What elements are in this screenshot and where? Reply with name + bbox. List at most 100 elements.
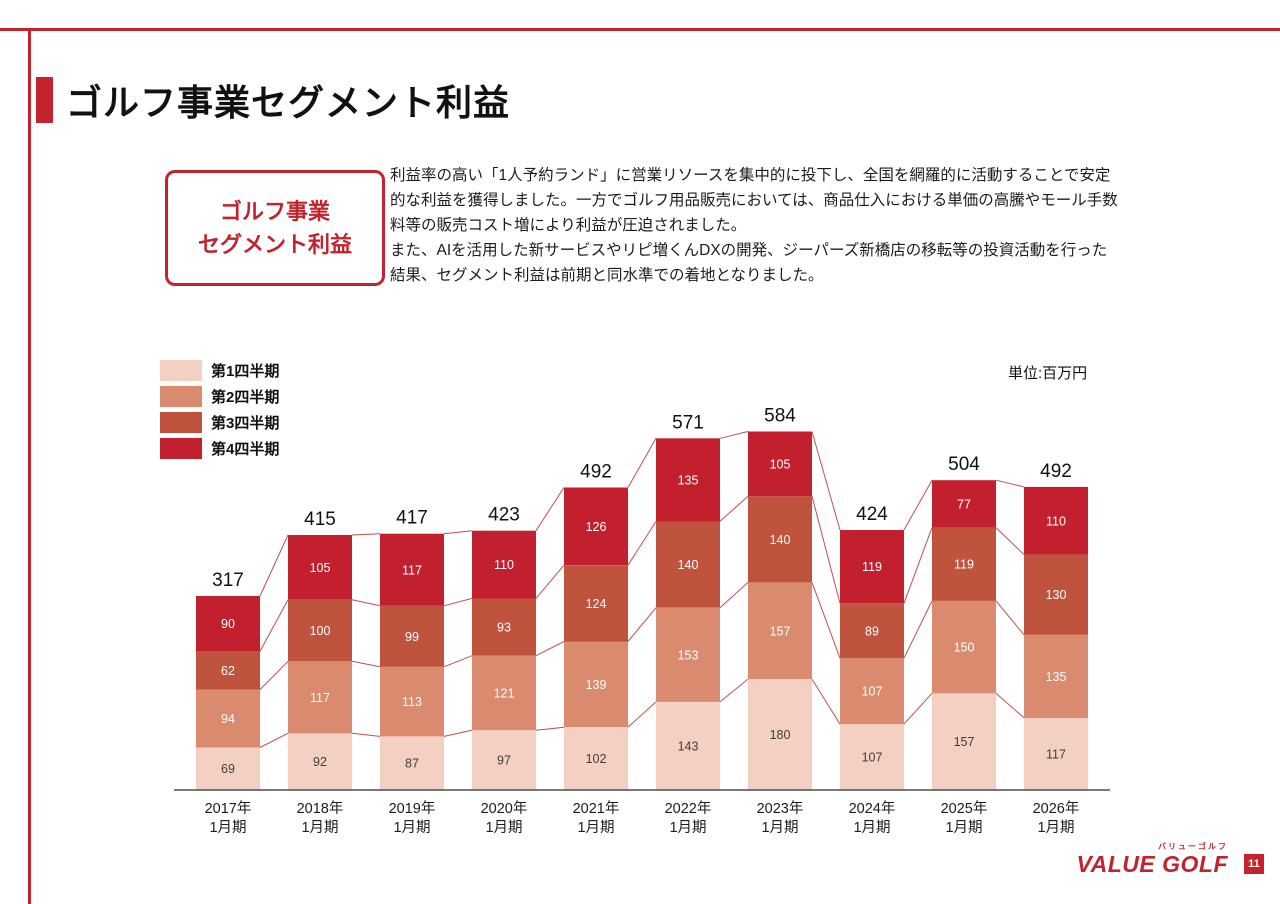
connector-line — [443, 597, 473, 607]
total-label: 504 — [948, 454, 980, 475]
segment-value-label: 105 — [310, 561, 331, 575]
total-label: 417 — [396, 508, 428, 529]
total-label: 424 — [856, 504, 888, 525]
bar-segment — [564, 565, 628, 642]
connector-line — [535, 726, 565, 731]
bar-segment — [840, 530, 904, 604]
bar-segment — [932, 480, 996, 528]
connector-line — [903, 692, 933, 725]
x-axis-label: 1月期 — [669, 819, 706, 836]
bar-segment — [472, 598, 536, 656]
segment-value-label: 94 — [221, 712, 235, 726]
segment-value-label: 97 — [497, 754, 511, 768]
legend-swatch — [160, 360, 202, 381]
bar-segment — [196, 651, 260, 690]
segment-value-label: 153 — [678, 648, 699, 662]
segment-value-label: 92 — [313, 755, 327, 769]
segment-value-label: 110 — [494, 558, 514, 572]
bar-segment — [380, 533, 444, 606]
unit-label: 単位:百万円 — [1008, 365, 1088, 382]
connector-line — [719, 431, 749, 439]
legend-swatch — [160, 412, 202, 433]
bar-segment — [1024, 554, 1088, 635]
legend-label: 第1四半期 — [211, 363, 280, 380]
bar-segment — [748, 496, 812, 583]
connector-line — [627, 521, 657, 566]
total-label: 492 — [580, 462, 612, 483]
callout-box: ゴルフ事業 セグメント利益 — [165, 170, 385, 286]
connector-line — [443, 530, 473, 535]
x-axis-label: 2024年 — [849, 800, 896, 817]
x-axis-label: 2023年 — [757, 800, 804, 817]
bar-segment — [932, 693, 996, 790]
title-accent-bar — [36, 77, 53, 123]
connector-line — [627, 438, 657, 488]
segment-value-label: 119 — [862, 560, 882, 574]
x-axis-label: 1月期 — [301, 819, 338, 836]
bar-segment — [380, 666, 444, 737]
connector-line — [811, 431, 841, 531]
x-axis-label: 2021年 — [573, 800, 620, 817]
connector-line — [903, 527, 933, 604]
x-axis-label: 2025年 — [941, 800, 988, 817]
segment-value-label: 110 — [1046, 514, 1066, 528]
segment-value-label: 140 — [770, 533, 791, 547]
total-label: 571 — [672, 412, 704, 433]
legend-item: 第4四半期 — [160, 438, 279, 459]
legend-label: 第3四半期 — [211, 415, 280, 432]
segment-value-label: 107 — [862, 685, 883, 699]
description-para2: また、AIを活用した新サービスやリピ増くんDXの開発、ジーパーズ新橋店の移転等の… — [390, 242, 1108, 285]
connector-line — [259, 660, 289, 690]
segment-value-label: 135 — [1046, 670, 1067, 684]
connector-line — [719, 582, 749, 609]
segment-value-label: 102 — [586, 752, 607, 766]
x-axis-label: 1月期 — [945, 819, 982, 836]
page-number: 11 — [1244, 854, 1264, 874]
bar-segment — [656, 521, 720, 608]
bar-segment — [196, 596, 260, 652]
segment-value-label: 157 — [954, 735, 975, 749]
bar-segment — [288, 535, 352, 600]
bar-segment — [380, 605, 444, 667]
legend-item: 第1四半期 — [160, 360, 279, 381]
segment-value-label: 99 — [405, 630, 419, 644]
bar-segment — [748, 582, 812, 680]
page-title: ゴルフ事業セグメント利益 — [66, 82, 511, 123]
segment-value-label: 113 — [402, 695, 422, 709]
x-axis-label: 2026年 — [1033, 800, 1080, 817]
segment-value-label: 121 — [494, 687, 515, 701]
connector-line — [719, 495, 749, 522]
segment-value-label: 87 — [405, 757, 419, 771]
segment-value-label: 135 — [678, 473, 699, 487]
segment-value-label: 77 — [957, 497, 971, 511]
bar-segment — [1024, 634, 1088, 718]
segment-value-label: 119 — [954, 558, 974, 572]
segment-value-label: 90 — [221, 617, 235, 631]
callout-line2: セグメント利益 — [197, 232, 352, 257]
segment-value-label: 117 — [402, 563, 422, 577]
connector-line — [995, 527, 1025, 556]
x-axis-label: 2017年 — [205, 800, 252, 817]
connector-line — [811, 496, 841, 604]
segment-value-label: 117 — [310, 691, 330, 705]
bar-segment — [472, 530, 536, 599]
x-axis-label: 2018年 — [297, 800, 344, 817]
bar-segment — [288, 661, 352, 734]
logo-wordmark: VALUE GOLF — [1076, 851, 1228, 877]
segment-value-label: 100 — [310, 624, 331, 638]
legend-item: 第3四半期 — [160, 412, 279, 433]
segment-value-label: 180 — [770, 728, 791, 742]
bar-segment — [656, 607, 720, 702]
bar-segment — [840, 603, 904, 659]
legend-item: 第2四半期 — [160, 386, 279, 407]
connector-line — [351, 660, 381, 668]
segment-value-label: 69 — [221, 762, 235, 776]
bar-segment — [656, 438, 720, 522]
segment-value-label: 157 — [770, 624, 791, 638]
total-label: 423 — [488, 505, 520, 526]
bar-segment — [564, 727, 628, 790]
segment-value-label: 124 — [586, 597, 607, 611]
connector-line — [535, 641, 565, 657]
connector-line — [259, 599, 289, 652]
